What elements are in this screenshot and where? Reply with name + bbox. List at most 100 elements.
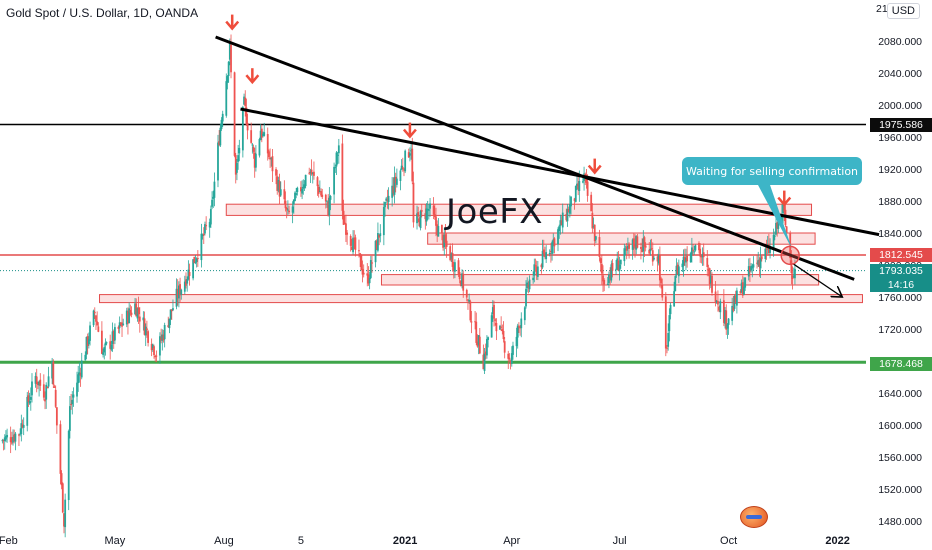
candle-body [510,353,513,364]
candle-body [288,210,290,213]
candle-body [283,189,286,200]
candle-body [400,165,403,170]
candle-body [377,233,379,251]
candle-body [450,253,453,259]
candle-body [412,182,415,223]
candle-body [487,337,490,340]
candle-body [333,166,335,195]
candle-body [18,434,20,436]
candle-body [79,373,82,376]
candle-body [349,236,352,246]
candle-body [468,299,471,302]
candle-body [155,355,158,357]
candle-body [369,260,372,278]
candle-body [623,248,626,262]
candle-body [129,310,132,313]
candle-body [196,257,199,260]
candle-body [237,155,240,162]
candle-body [1,440,4,442]
candle-body [528,279,531,290]
callout-note[interactable]: Waiting for selling confirmation [682,157,862,185]
candle-body [683,256,686,262]
candle-body [345,223,347,235]
y-tick-label: 1760.000 [878,292,922,304]
candle-body [112,330,115,341]
y-tick-label: 2040.000 [878,68,922,80]
resistance-price-tag: 1975.586 [870,118,932,132]
candle-body [96,321,99,326]
candle-body [432,205,435,215]
candle-body [698,242,700,251]
candle-body [238,147,241,154]
candle-body [493,304,495,319]
candle-body [664,296,667,349]
candle-body [694,245,697,251]
candle-body [407,152,410,158]
candle-body [508,357,511,360]
candle-body [657,254,660,264]
candle-body [656,256,659,262]
candle-body [465,289,468,298]
candle-body [600,263,603,274]
currency-button[interactable]: USD [886,3,920,19]
candle-body [577,183,580,190]
candle-body [194,261,197,263]
candle-body [271,156,274,172]
candle-body [192,259,195,279]
candle-body [674,276,677,292]
candle-body [608,274,610,284]
candle-body [619,259,622,265]
y-tick-label: 1880.000 [878,196,922,208]
candle-body [616,258,619,269]
candle-body [541,250,544,268]
candle-body [360,255,363,271]
candle-body [39,379,42,386]
candle-body [343,222,346,224]
support-price-tag: 1812.545 [870,248,932,262]
candle-body [87,339,90,345]
candle-body [773,235,776,237]
candle-body [686,255,689,262]
candle-body [260,128,263,138]
chart-title: Gold Spot / U.S. Dollar, 1D, OANDA [6,6,199,20]
candle-body [557,229,559,245]
candle-body [142,317,145,321]
candle-body [420,210,423,212]
x-tick-label: Jul [613,535,627,547]
candle-body [279,189,282,196]
candle-body [501,329,504,331]
x-tick-label: Feb [0,535,18,547]
candle-body [681,263,684,268]
candle-body [241,106,244,151]
candle-body [187,269,190,280]
candle-body [734,295,737,304]
candle-body [137,307,140,315]
candle-body [751,265,754,269]
candle-body [503,341,506,353]
candle-body [701,253,704,258]
candle-body [358,250,360,252]
candle-body [227,61,230,77]
last-price-value: 1793.035 [879,265,923,277]
candle-body [22,424,25,428]
candle-body [226,76,229,83]
tradingview-logo-icon[interactable] [740,506,768,528]
candle-body [758,259,761,267]
candle-body [593,224,596,242]
candle-body [715,300,718,303]
candle-body [275,169,277,176]
candle-body [54,389,57,407]
candle-body [777,220,780,229]
candle-body [243,96,245,105]
candle-body [451,252,454,267]
candle-body [211,199,213,207]
candle-body [51,361,54,379]
callout-pointer [758,185,793,250]
candle-body [318,191,321,193]
candle-body [733,295,736,309]
candle-body [399,170,402,181]
candle-body [300,187,302,192]
candle-body [310,169,313,175]
candle-body [188,271,191,276]
